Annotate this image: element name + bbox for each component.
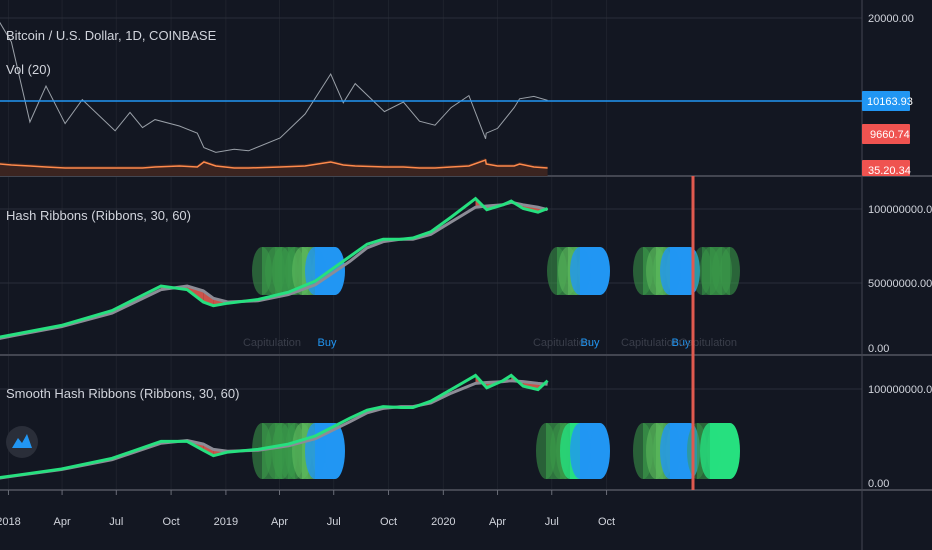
time-axis-label: Jul	[545, 516, 559, 528]
signal-cylinder-base	[646, 247, 666, 295]
capitulation-signal-label: Capitulation	[621, 337, 679, 349]
hr2-axis-tick-100m: 100000000.00	[868, 384, 932, 396]
hr1-axis-tick-50m: 50000000.00	[868, 278, 932, 290]
signal-cylinder-base	[265, 247, 285, 295]
prev-price-badge: 9660.74	[870, 129, 910, 141]
vertical-gridlines	[7, 0, 608, 490]
signal-cylinder-cap	[590, 247, 610, 295]
last-price-badge-bg	[862, 91, 910, 111]
volume-badge-bg	[862, 160, 910, 176]
symbol-title[interactable]: Bitcoin / U.S. Dollar, 1D, COINBASE	[6, 28, 217, 43]
signal-cylinder-cap	[325, 423, 345, 479]
price-series-line	[0, 21, 548, 153]
time-axis-label: Oct	[380, 516, 397, 528]
signal-cylinder-base	[536, 423, 556, 479]
volume-badge: 35.20.34	[868, 165, 911, 177]
prev-price-badge-bg	[862, 124, 910, 144]
signal-cylinder-cap	[720, 247, 740, 295]
signal-cylinder-base	[252, 247, 272, 295]
signal-cylinder-cap	[590, 423, 610, 479]
signal-cylinder-base	[278, 247, 298, 295]
time-axis-label: 2018	[0, 516, 21, 528]
time-axis-label: Apr	[54, 516, 71, 528]
time-axis[interactable]: 2018 Apr Jul Oct 2019 Apr Jul Oct 2020 Apr Jul Oct	[0, 490, 615, 528]
hr1-axis-tick-0: 0.00	[868, 343, 889, 355]
time-axis-label: Apr	[489, 516, 506, 528]
time-axis-label: Jul	[327, 516, 341, 528]
signal-cylinder-cap	[680, 247, 700, 295]
capitulation-signal-label: Capitulation	[533, 337, 591, 349]
logo-mountain-icon	[12, 434, 32, 448]
capitulation-signal-label: Capitulation	[243, 337, 301, 349]
signal-cylinder-cap	[680, 423, 700, 479]
smooth-hash-ribbons-title[interactable]: Smooth Hash Ribbons (Ribbons, 30, 60)	[6, 386, 239, 401]
signal-cylinder-base	[700, 423, 720, 479]
hr2-axis-tick-0: 0.00	[868, 478, 889, 490]
signal-cylinder-base	[265, 423, 285, 479]
last-price-badge: 10163.93	[867, 96, 913, 108]
time-axis-label: Jul	[109, 516, 123, 528]
buy-signal-label: Buy	[672, 337, 691, 349]
price-pane[interactable]	[0, 21, 862, 176]
time-axis-label: 2019	[214, 516, 238, 528]
time-axis-label: Oct	[598, 516, 615, 528]
time-axis-label: Apr	[271, 516, 288, 528]
capitulation-signal-label: Capitulation	[679, 337, 737, 349]
signal-cylinder-cap	[720, 423, 740, 479]
signal-cylinder-base	[660, 247, 680, 295]
tradingview-logo[interactable]	[6, 426, 38, 458]
signal-cylinder-base	[692, 247, 712, 295]
signal-cylinder-base	[646, 423, 666, 479]
signal-cylinder-base	[700, 247, 720, 295]
volume-label[interactable]: Vol (20)	[6, 62, 51, 77]
hash-ribbons-title[interactable]: Hash Ribbons (Ribbons, 30, 60)	[6, 208, 191, 223]
time-axis-label: 2020	[431, 516, 455, 528]
smooth-hash-ribbons-fast-line	[0, 373, 549, 480]
hash-ribbons-fast-line	[0, 196, 549, 339]
buy-signal-label: Buy	[318, 337, 337, 349]
signal-cylinder-base	[570, 423, 590, 479]
signal-cylinder-base	[660, 423, 680, 479]
price-axis-tick-20000: 20000.00	[868, 13, 914, 25]
time-axis-label: Oct	[163, 516, 180, 528]
hr1-axis-tick-100m: 100000000.00	[868, 204, 932, 216]
volume-ma-line	[0, 158, 548, 169]
signal-cylinder-base	[570, 247, 590, 295]
hash-ribbons-signal-markers	[252, 247, 740, 295]
buy-signal-label: Buy	[581, 337, 600, 349]
signal-cylinder-base	[278, 423, 298, 479]
